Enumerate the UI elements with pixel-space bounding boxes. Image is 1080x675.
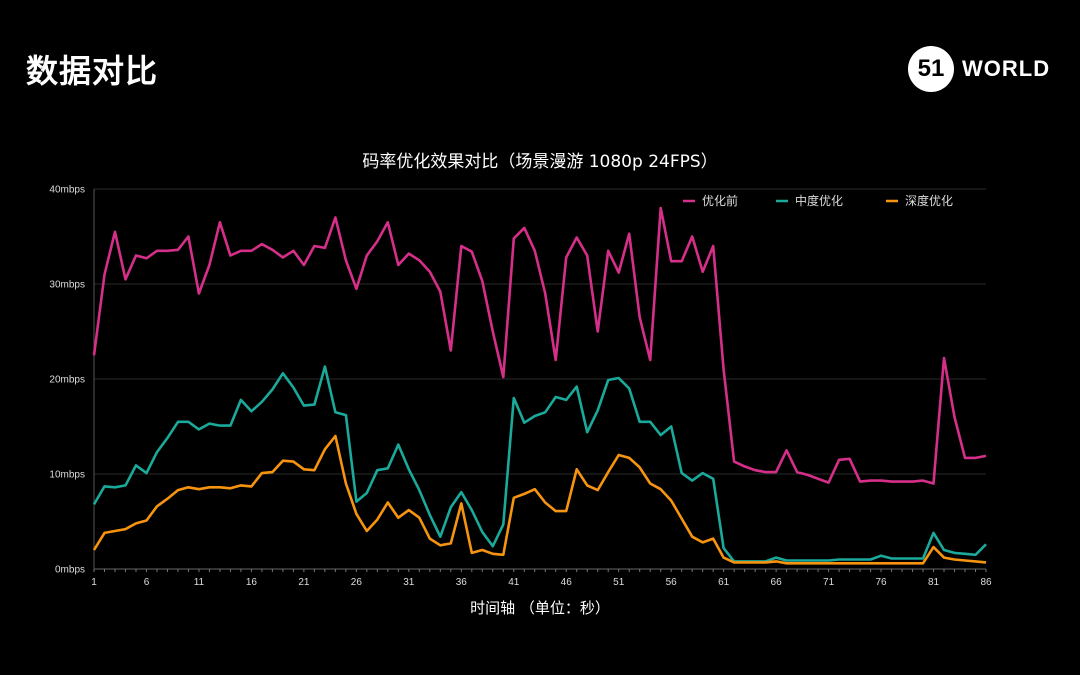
x-tick-label: 6 bbox=[144, 577, 150, 588]
x-tick-label: 36 bbox=[456, 577, 468, 588]
x-tick-label: 86 bbox=[980, 577, 992, 588]
x-tick-label: 11 bbox=[194, 577, 205, 588]
x-tick-label: 1 bbox=[91, 577, 97, 588]
x-tick-label: 61 bbox=[718, 577, 730, 588]
y-tick-label: 30mbps bbox=[49, 280, 85, 291]
legend-label: 优化前 bbox=[702, 193, 738, 208]
y-tick-label: 40mbps bbox=[49, 185, 85, 196]
chart-title: 码率优化效果对比（场景漫游 1080p 24FPS） bbox=[362, 152, 717, 172]
x-tick-label: 56 bbox=[666, 577, 678, 588]
y-tick-label: 0mbps bbox=[55, 565, 85, 576]
y-tick-label: 10mbps bbox=[49, 470, 85, 481]
x-tick-label: 21 bbox=[298, 577, 310, 588]
legend-label: 中度优化 bbox=[795, 193, 843, 208]
legend-label: 深度优化 bbox=[905, 193, 953, 208]
x-tick-label: 76 bbox=[875, 577, 887, 588]
x-axis-label: 时间轴 （单位：秒） bbox=[470, 599, 610, 617]
x-tick-label: 31 bbox=[403, 577, 415, 588]
logo-mark: 51 bbox=[908, 46, 954, 92]
x-tick-label: 41 bbox=[508, 577, 520, 588]
series-line-0 bbox=[92, 206, 987, 485]
x-tick-label: 51 bbox=[613, 577, 625, 588]
logo-text: WORLD bbox=[962, 56, 1051, 81]
x-tick-label: 16 bbox=[246, 577, 258, 588]
page-title: 数据对比 bbox=[26, 52, 159, 90]
x-tick-label: 71 bbox=[823, 577, 835, 588]
x-tick-label: 81 bbox=[928, 577, 940, 588]
logo: 51 WORLD bbox=[908, 46, 1050, 92]
series-line-2 bbox=[92, 434, 987, 565]
x-tick-label: 46 bbox=[561, 577, 573, 588]
series-line-1 bbox=[92, 365, 987, 563]
x-tick-label: 26 bbox=[351, 577, 363, 588]
x-tick-label: 66 bbox=[771, 577, 783, 588]
y-tick-label: 20mbps bbox=[49, 375, 85, 386]
